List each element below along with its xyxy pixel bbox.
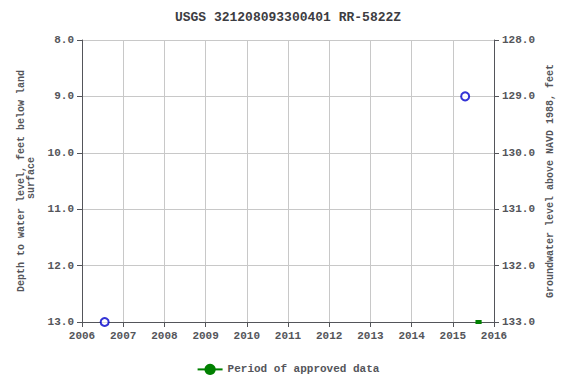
svg-text:2012: 2012	[316, 330, 342, 342]
svg-text:2006: 2006	[69, 330, 95, 342]
svg-text:13.0: 13.0	[48, 316, 74, 328]
svg-text:Depth to water level, feet bel: Depth to water level, feet below land	[16, 70, 28, 292]
svg-text:Period of approved data: Period of approved data	[228, 363, 380, 375]
svg-text:2009: 2009	[192, 330, 218, 342]
svg-text:9.0: 9.0	[54, 90, 74, 102]
svg-text:132.0: 132.0	[502, 260, 535, 272]
svg-text:2011: 2011	[275, 330, 302, 342]
svg-text:130.0: 130.0	[502, 147, 535, 159]
svg-text:128.0: 128.0	[502, 34, 535, 46]
svg-text:133.0: 133.0	[502, 316, 535, 328]
svg-text:surface: surface	[26, 157, 37, 205]
svg-text:2010: 2010	[234, 330, 260, 342]
svg-text:12.0: 12.0	[48, 260, 74, 272]
svg-text:USGS 321208093300401 RR-5822Z: USGS 321208093300401 RR-5822Z	[175, 10, 401, 25]
svg-text:2015: 2015	[440, 330, 467, 342]
svg-text:2013: 2013	[357, 330, 384, 342]
svg-text:Groundwater level above NAVD 1: Groundwater level above NAVD 1988, feet	[545, 64, 556, 298]
svg-text:10.0: 10.0	[48, 147, 74, 159]
svg-text:2014: 2014	[398, 330, 425, 342]
svg-text:2016: 2016	[481, 330, 507, 342]
svg-text:2008: 2008	[151, 330, 178, 342]
svg-text:8.0: 8.0	[54, 34, 74, 46]
svg-text:129.0: 129.0	[502, 90, 535, 102]
svg-text:131.0: 131.0	[502, 203, 535, 215]
svg-text:11.0: 11.0	[48, 203, 74, 215]
svg-text:2007: 2007	[110, 330, 136, 342]
